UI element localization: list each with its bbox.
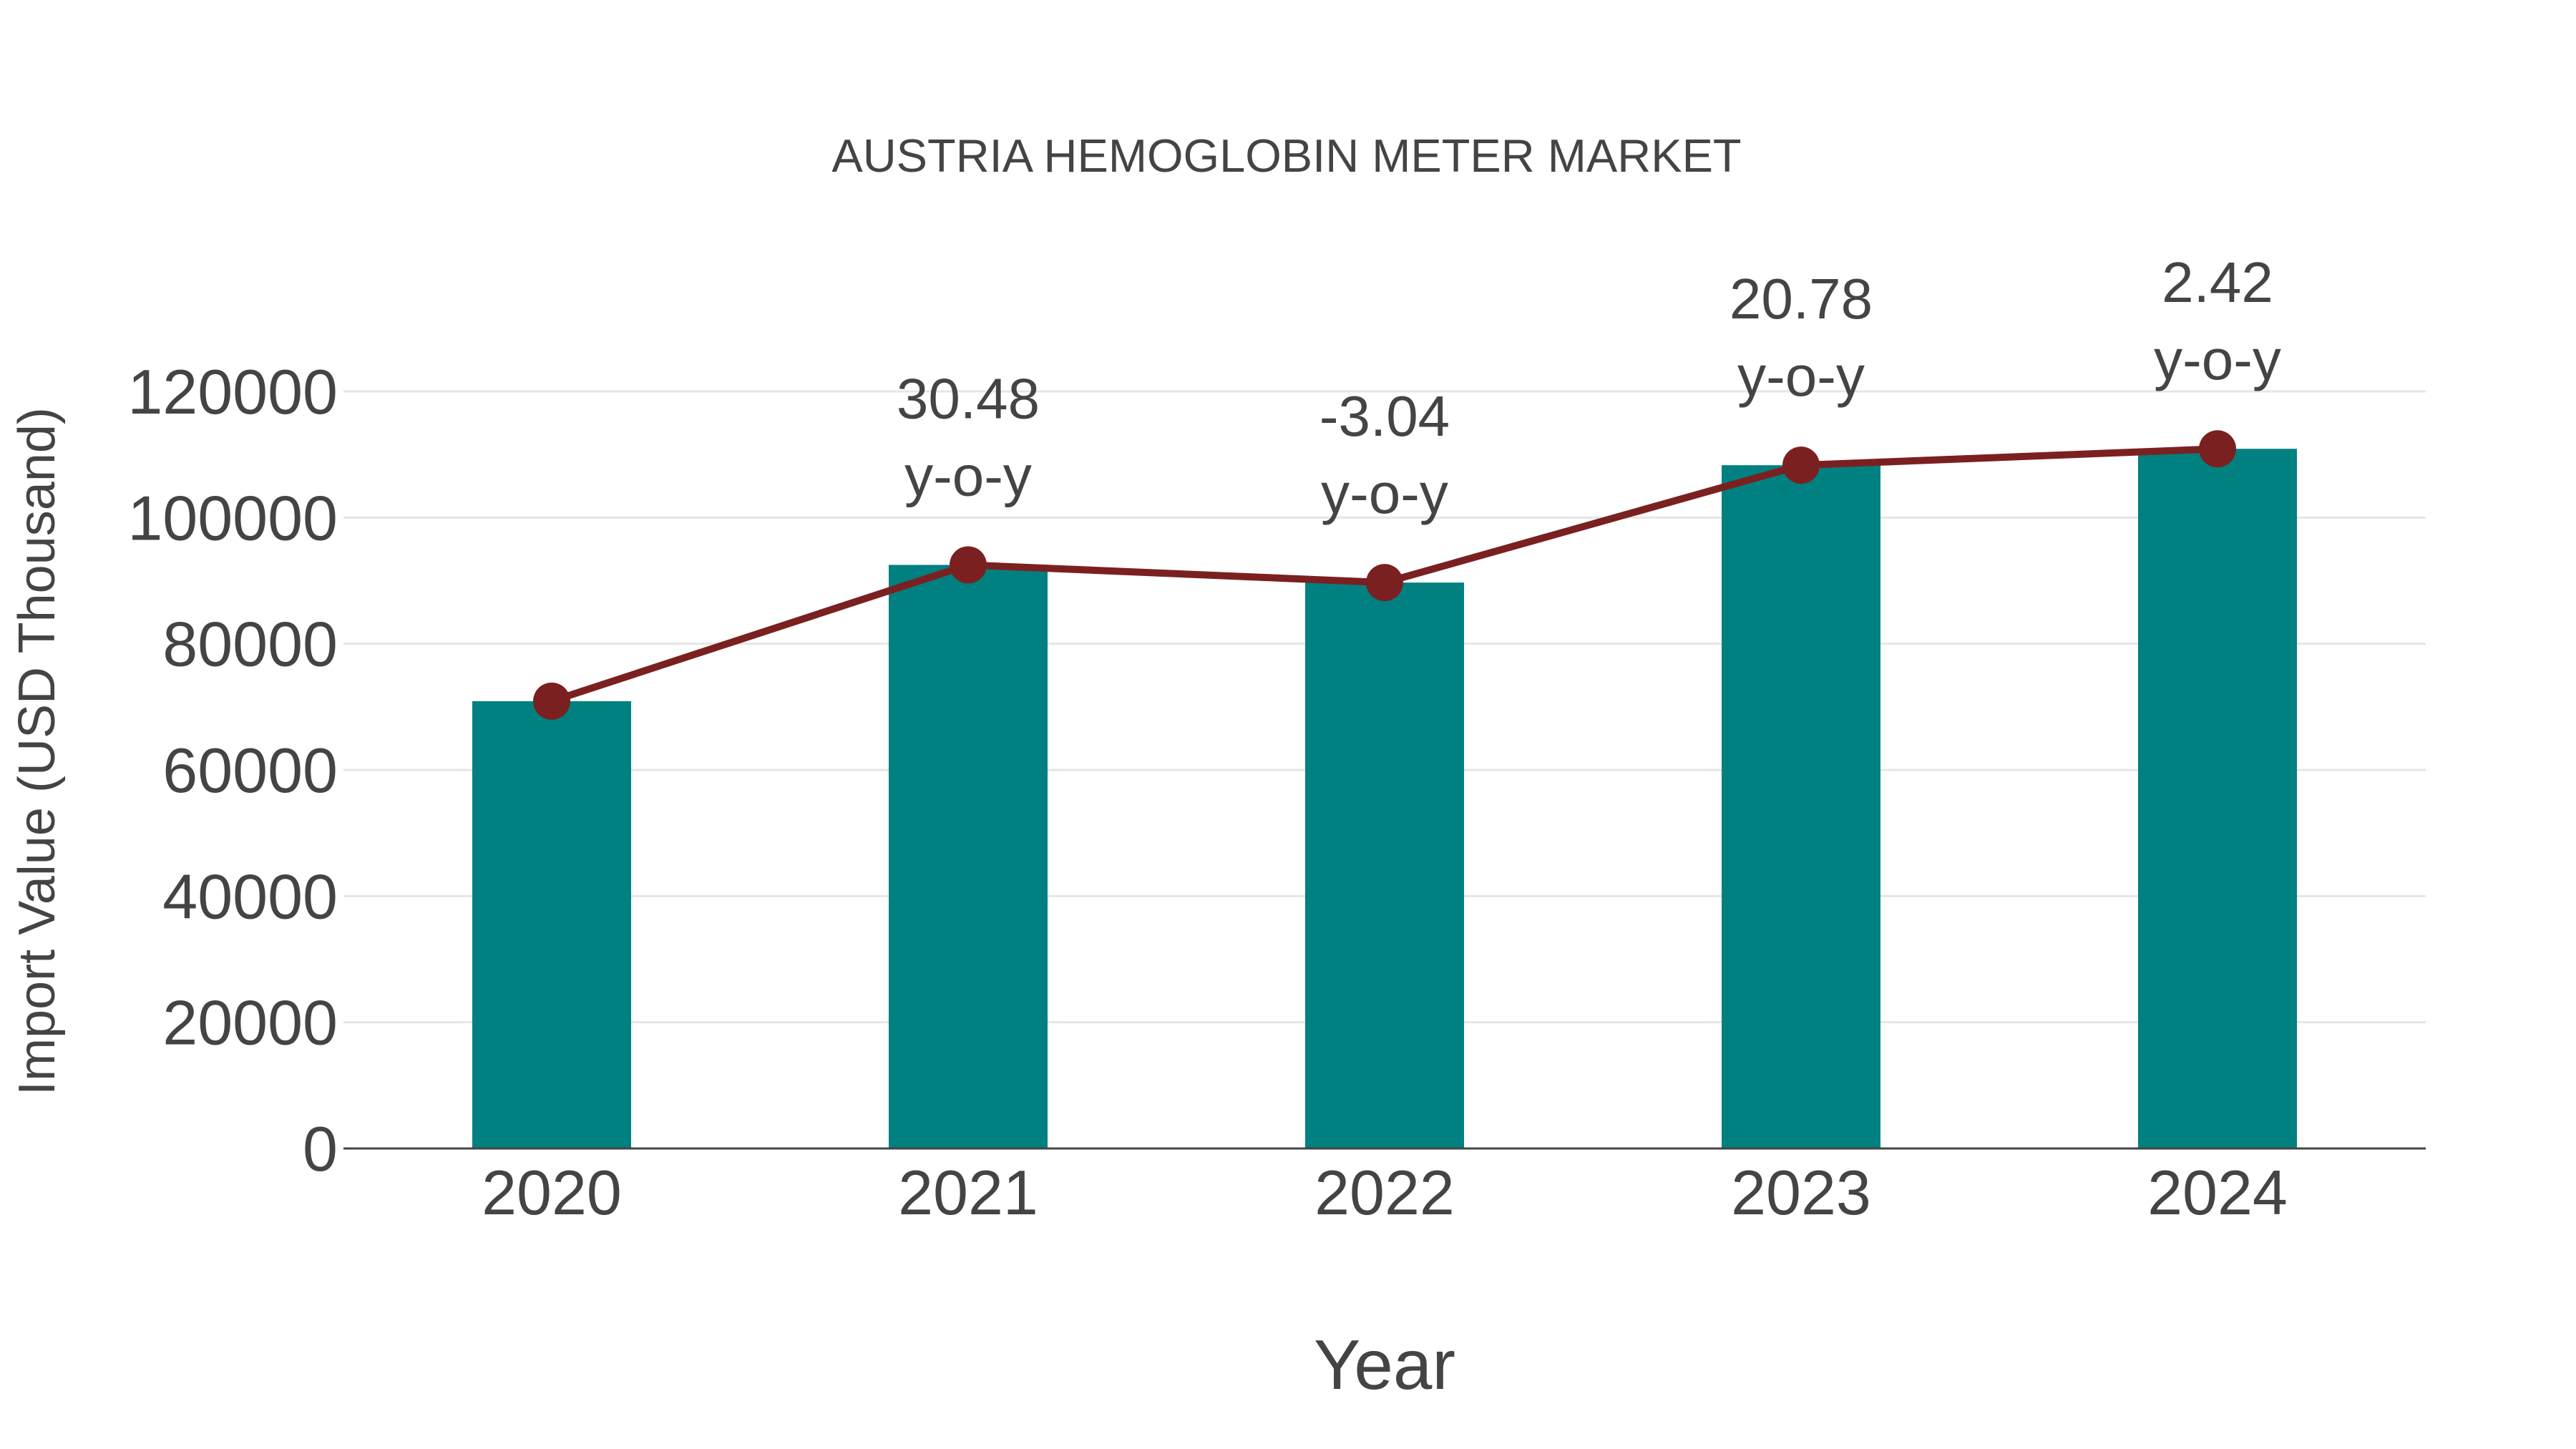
yoy-suffix: y-o-y bbox=[1737, 344, 1865, 408]
line-series bbox=[533, 430, 2236, 720]
bar-2024 bbox=[2138, 449, 2297, 1148]
x-tick-label: 2020 bbox=[482, 1157, 622, 1228]
x-tick-label: 2022 bbox=[1314, 1157, 1455, 1228]
bar-2020 bbox=[472, 701, 631, 1148]
line-marker bbox=[533, 682, 570, 720]
y-tick-label: 100000 bbox=[127, 482, 338, 553]
yoy-suffix: y-o-y bbox=[904, 444, 1032, 507]
y-tick-label: 80000 bbox=[162, 609, 338, 680]
yoy-value: 2.42 bbox=[2162, 250, 2273, 314]
line-marker bbox=[950, 546, 987, 584]
yoy-value: -3.04 bbox=[1319, 384, 1450, 448]
yoy-value: 30.48 bbox=[897, 366, 1040, 430]
bar-2021 bbox=[889, 565, 1048, 1148]
x-axis-title: Year bbox=[1314, 1325, 1455, 1404]
y-tick-label: 120000 bbox=[127, 356, 338, 427]
y-tick-label: 40000 bbox=[162, 861, 338, 932]
yoy-suffix: y-o-y bbox=[1321, 462, 1448, 525]
bar-2023 bbox=[1722, 465, 1880, 1148]
bar-2022 bbox=[1305, 582, 1464, 1148]
line-marker bbox=[1366, 564, 1403, 602]
bar-series bbox=[472, 449, 2297, 1148]
y-tick-label: 60000 bbox=[162, 735, 338, 806]
y-tick-label: 0 bbox=[303, 1113, 338, 1184]
yoy-annotations: 30.48 y-o-y -3.04 y-o-y 20.78 y-o-y 2.42 y-o-y bbox=[897, 250, 2281, 525]
y-axis-ticks: 0 20000 40000 60000 80000 100000 120000 bbox=[127, 356, 338, 1184]
x-tick-label: 2024 bbox=[2147, 1157, 2288, 1228]
y-tick-label: 20000 bbox=[162, 987, 338, 1058]
line-marker bbox=[1782, 447, 1820, 484]
x-axis-ticks: 2020 2021 2022 2023 2024 bbox=[482, 1157, 2288, 1228]
yoy-value: 20.78 bbox=[1729, 267, 1873, 331]
x-tick-label: 2021 bbox=[898, 1157, 1038, 1228]
line-marker bbox=[2199, 430, 2236, 468]
yoy-suffix: y-o-y bbox=[2154, 328, 2281, 391]
chart-title: AUSTRIA HEMOGLOBIN METER MARKET bbox=[831, 130, 1741, 182]
y-axis-title: Import Value (USD Thousand) bbox=[9, 407, 66, 1096]
x-tick-label: 2023 bbox=[1731, 1157, 1871, 1228]
